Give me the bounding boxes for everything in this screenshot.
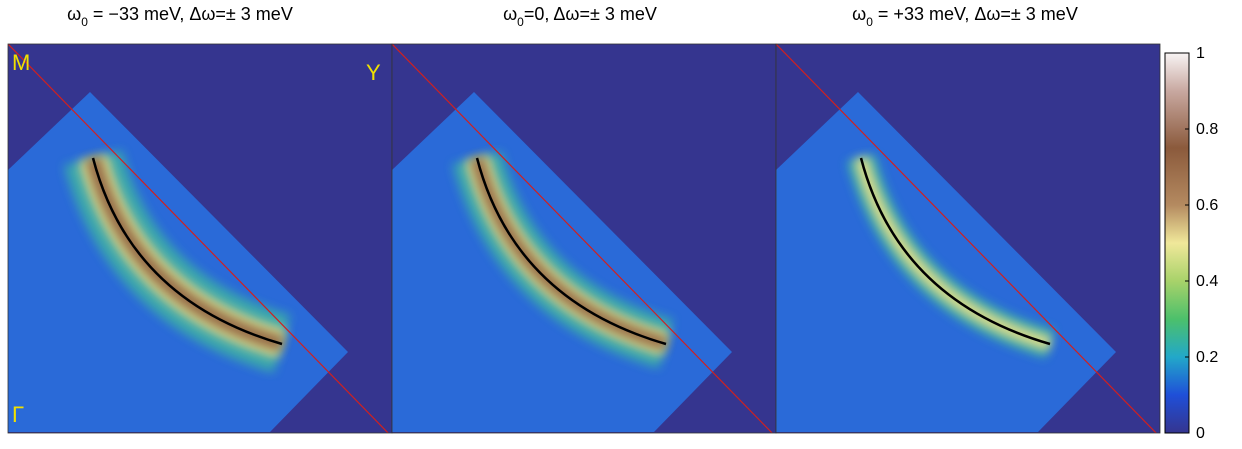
title-symbol: ω: [503, 4, 517, 24]
fermi-surface-fit: [859, 157, 1051, 346]
title-text: = +33 meV, Δω=± 3 meV: [873, 4, 1078, 24]
symmetry-point-label: Γ: [12, 402, 24, 427]
colorbar-tick-label: 0.8: [1196, 121, 1218, 138]
symmetry-point-label: M: [12, 50, 30, 75]
colorbar-tick-label: 0.6: [1196, 197, 1218, 214]
fermi-surface-fit: [91, 157, 283, 346]
zone-boundary: [392, 44, 773, 433]
colorbar-tick-label: 1: [1196, 45, 1205, 62]
title-symbol: ω: [852, 4, 866, 24]
symmetry-point-label: Y: [366, 60, 381, 85]
title-text: =0, Δω=± 3 meV: [524, 4, 657, 24]
title-subscript: 0: [866, 15, 873, 29]
title-subscript: 0: [517, 15, 524, 29]
heatmap-panel: [776, 44, 1160, 433]
heatmap-panel: [392, 44, 776, 433]
zone-boundary: [8, 44, 389, 433]
colorbar: [1164, 52, 1190, 434]
zone-boundary: [776, 44, 1157, 433]
panel-title: ω0=0, Δω=± 3 meV: [503, 4, 657, 29]
panel-title: ω0 = −33 meV, Δω=± 3 meV: [67, 4, 293, 29]
colorbar-tick-label: 0.2: [1196, 349, 1218, 366]
title-subscript: 0: [81, 15, 88, 29]
colorbar-tick-label: 0.4: [1196, 273, 1218, 290]
colorbar-tick-label: 0: [1196, 425, 1205, 442]
title-symbol: ω: [67, 4, 81, 24]
panel-title: ω0 = +33 meV, Δω=± 3 meV: [852, 4, 1078, 29]
fermi-surface-fit: [475, 157, 667, 346]
title-text: = −33 meV, Δω=± 3 meV: [88, 4, 293, 24]
panel-frame: [775, 43, 1161, 434]
heatmap-panel: [8, 44, 392, 433]
